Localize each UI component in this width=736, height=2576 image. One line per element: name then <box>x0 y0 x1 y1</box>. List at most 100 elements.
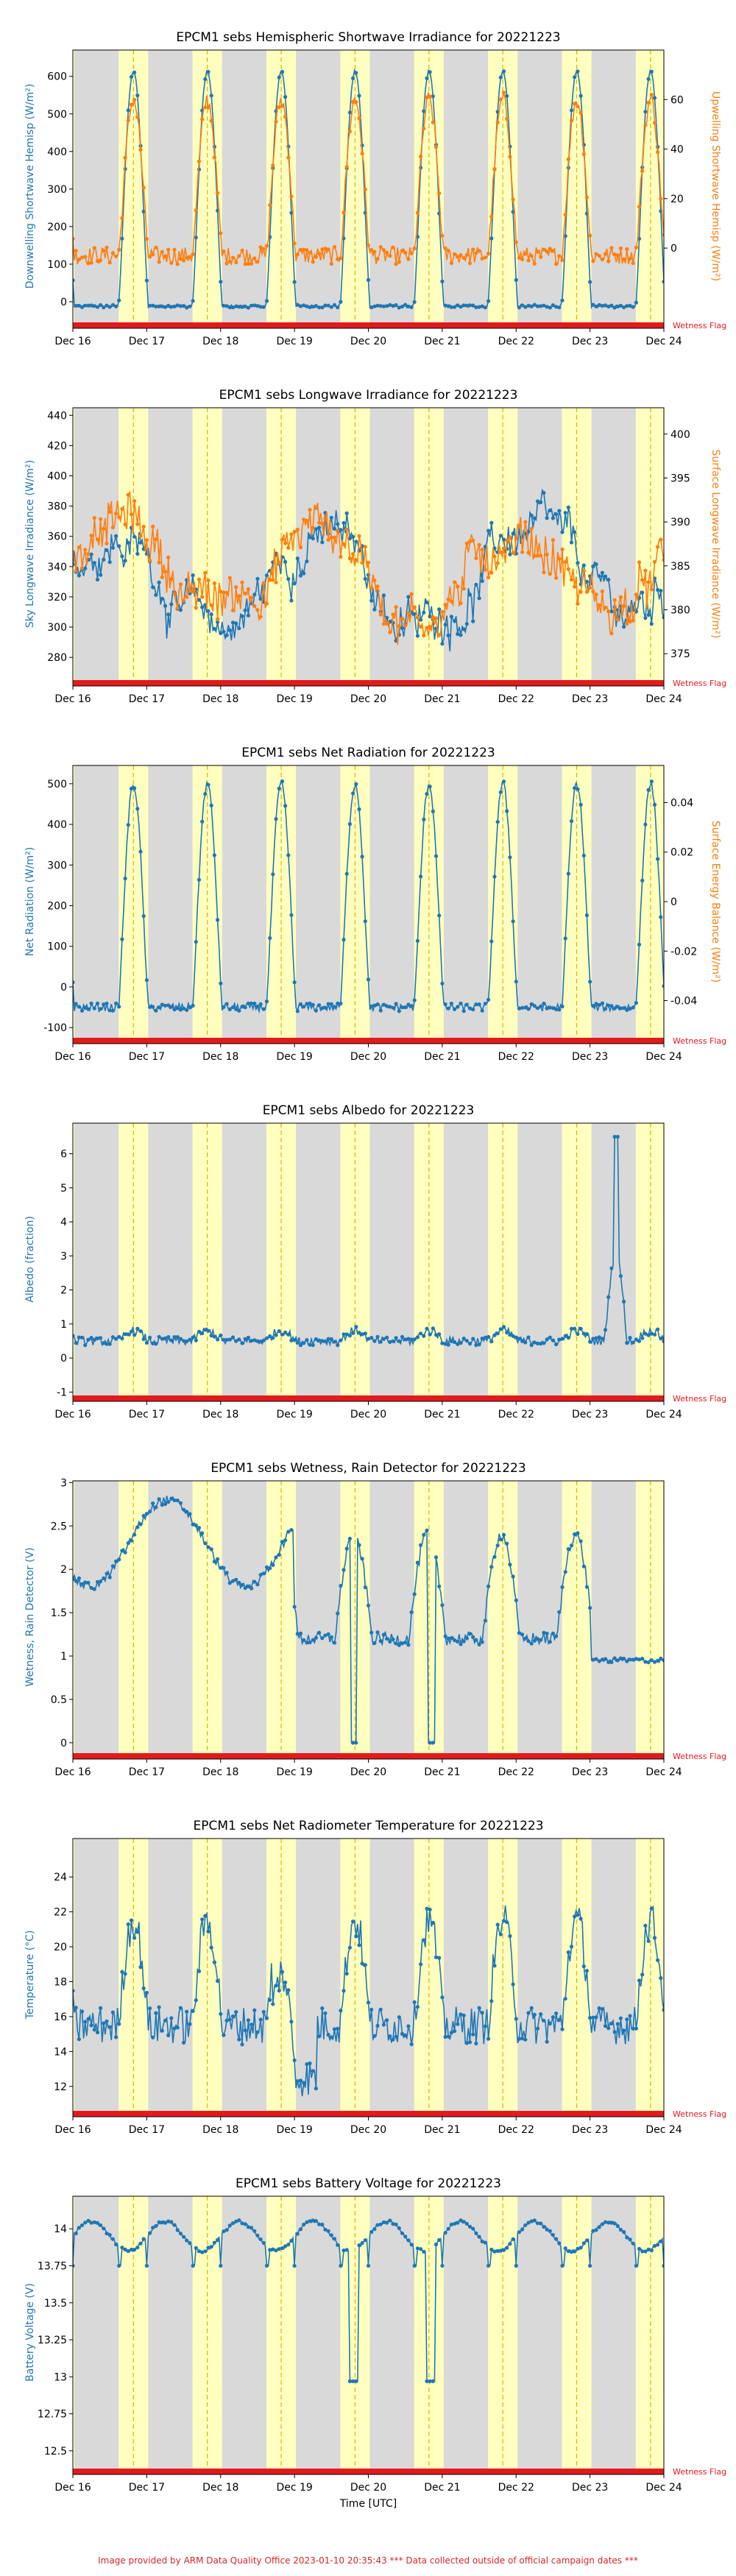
y-tick-label: 13.5 <box>44 2298 67 2310</box>
series-point <box>86 1337 91 1342</box>
series-point <box>283 2244 288 2248</box>
series-point <box>311 305 315 309</box>
series-point <box>495 561 500 565</box>
series-point <box>397 2015 401 2020</box>
series-point <box>477 1342 481 1347</box>
series-point <box>160 1503 164 1507</box>
series-point <box>385 304 389 308</box>
y-tick-label: 12.5 <box>44 2446 67 2458</box>
series-point <box>222 303 226 308</box>
series-point <box>566 505 570 510</box>
series-point <box>283 95 288 99</box>
series-point <box>89 1585 93 1590</box>
series-point <box>351 1741 355 1745</box>
series-point <box>662 2008 664 2012</box>
series-point <box>628 2014 632 2018</box>
series-point <box>138 1965 143 1970</box>
series-point <box>634 1337 639 1342</box>
series-point <box>107 1342 112 1346</box>
series-point <box>172 2026 177 2031</box>
x-tick-label: Dec 18 <box>202 336 238 347</box>
series-point <box>409 1610 414 1615</box>
series-point <box>258 1340 263 1344</box>
series-point <box>73 550 75 554</box>
series-point <box>615 2022 620 2026</box>
x-tick-label: Dec 17 <box>129 1766 165 1778</box>
series-point <box>581 152 586 157</box>
series-point <box>517 2230 522 2234</box>
series-point <box>332 535 337 539</box>
series-point <box>224 2228 229 2232</box>
series-point <box>292 2058 297 2062</box>
series-point <box>659 197 663 201</box>
series-point <box>449 1339 454 1343</box>
series-point <box>252 303 257 308</box>
series-point <box>548 305 552 310</box>
series-point <box>317 526 322 530</box>
series-point <box>618 2016 623 2020</box>
chart-title: EPCM1 sebs Albedo for 20221223 <box>263 1103 475 1118</box>
series-point <box>443 1002 447 1007</box>
series-point <box>178 582 183 587</box>
y-tick-label: 200 <box>47 222 67 233</box>
series-point <box>542 1001 546 1006</box>
series-point <box>388 254 392 258</box>
series-point <box>148 255 152 259</box>
chart-title: EPCM1 sebs Net Radiometer Temperature fo… <box>193 1819 543 1833</box>
series-point <box>498 1538 503 1542</box>
x-tick-label: Dec 21 <box>424 2124 460 2136</box>
series-point <box>185 305 189 310</box>
series-point <box>129 1918 134 1922</box>
series-point <box>114 254 118 258</box>
series-point <box>489 1999 494 2003</box>
y-tick-label: 4 <box>60 1217 67 1228</box>
series-point <box>261 1338 266 1342</box>
series-point <box>311 2218 315 2223</box>
series-point <box>114 1001 118 1005</box>
series-point <box>230 255 236 260</box>
series-point <box>102 1576 106 1580</box>
series-point <box>295 2079 300 2084</box>
series-point <box>157 1005 161 1010</box>
series-point <box>656 1658 660 1663</box>
series-point <box>138 1522 143 1526</box>
series-point <box>498 2248 503 2253</box>
series-point <box>372 578 377 583</box>
series-point <box>157 560 161 565</box>
series-point <box>659 537 663 542</box>
series-point <box>545 1006 549 1011</box>
series-point <box>486 997 491 1002</box>
series-point <box>206 609 210 613</box>
series-point <box>501 69 506 74</box>
series-point <box>597 1002 601 1008</box>
series-point <box>603 1328 608 1332</box>
series-point <box>471 619 475 623</box>
series-point <box>560 1004 565 1009</box>
series-point <box>456 2221 460 2225</box>
series-point <box>437 1956 442 1960</box>
y-axis-label: Temperature (°C) <box>24 1931 36 2020</box>
series-point <box>461 303 466 308</box>
series-point <box>258 2017 263 2022</box>
series-point <box>240 2042 244 2047</box>
series-point <box>606 2221 611 2225</box>
series-point <box>240 248 244 252</box>
series-point <box>188 2241 192 2246</box>
series-point <box>227 2017 232 2022</box>
series-point <box>357 1943 361 1947</box>
series-point <box>132 534 137 539</box>
series-point <box>539 553 543 558</box>
series-point <box>336 305 340 310</box>
series-point <box>378 2007 383 2011</box>
series-left <box>73 1905 664 2097</box>
series-point <box>363 576 367 581</box>
series-point <box>283 115 288 119</box>
series-point <box>255 2233 260 2237</box>
x-tick-label: Dec 19 <box>276 693 312 705</box>
series-point <box>480 304 484 308</box>
series-point <box>332 244 337 250</box>
series-point <box>554 1342 559 1347</box>
series-point <box>114 2242 118 2247</box>
series-point <box>615 2223 620 2229</box>
series-point <box>209 1334 213 1338</box>
